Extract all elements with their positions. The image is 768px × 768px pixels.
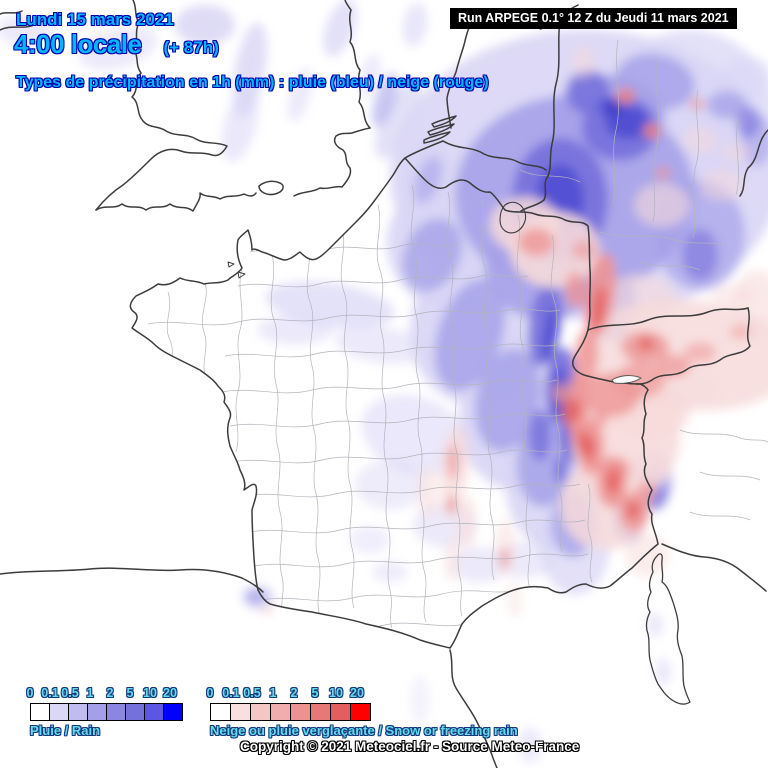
legend-swatch [350, 703, 371, 721]
legend-tick: 5 [311, 686, 319, 700]
legend-swatch [230, 703, 251, 721]
legend-tick: 10 [143, 686, 157, 700]
legend-tick: 1 [269, 686, 277, 700]
legend-tick: 2 [106, 686, 114, 700]
legend-swatch [270, 703, 291, 721]
legend-snow-scale: 0 0.1 0.5 1 2 5 10 20 Neige ou pluie verglaçant… [206, 686, 518, 738]
legend-tick: 2 [290, 686, 298, 700]
legend-swatch [87, 703, 107, 721]
legend-swatch [163, 703, 183, 721]
legend-swatch [250, 703, 271, 721]
legend-swatch [330, 703, 351, 721]
legend-swatch [290, 703, 311, 721]
foreign-admin-boundaries [519, 39, 768, 521]
legend-tick: 10 [329, 686, 343, 700]
legend-tick: 20 [350, 686, 364, 700]
lake-geneva [611, 375, 642, 384]
legend-swatch [68, 703, 88, 721]
run-info-bar: Run ARPEGE 0.1° 12 Z du Jeudi 11 mars 20… [450, 8, 737, 29]
legend-rain-ticks: 0 0.1 0.5 1 2 5 10 20 [26, 686, 183, 701]
legend-snow-label: Neige ou pluie verglaçante / Snow or fre… [210, 723, 518, 738]
legend-tick: 0.5 [243, 686, 261, 700]
legend-rain-scale: 0 0.1 0.5 1 2 5 10 20 Pluie / Rain [26, 686, 183, 738]
legend-rain-swatches [30, 703, 183, 721]
legend-tick: 5 [126, 686, 134, 700]
legend-tick: 0.1 [222, 686, 240, 700]
forecast-time-row: 4:00 locale (+ 87h) [14, 29, 219, 60]
forecast-hour-offset: (+ 87h) [163, 38, 219, 57]
map-subtitle: Types de précipitation en 1h (mm) : plui… [16, 74, 489, 91]
copyright-notice: Copyright © 2021 Meteociel.fr - Source M… [240, 739, 580, 754]
legend-swatch [310, 703, 331, 721]
forecast-local-time: 4:00 locale [14, 29, 142, 59]
legend-tick: 0.5 [61, 686, 79, 700]
legend-snow-ticks: 0 0.1 0.5 1 2 5 10 20 [206, 686, 518, 701]
legend-swatch [125, 703, 145, 721]
legend-tick: 0 [26, 686, 34, 700]
legend-swatch [106, 703, 126, 721]
legend-tick: 0.1 [41, 686, 59, 700]
legend-swatch [49, 703, 69, 721]
legend-swatch [210, 703, 231, 721]
department-boundaries [147, 184, 593, 630]
forecast-date: Lundi 15 mars 2021 [16, 10, 174, 29]
legend-snow-swatches [210, 703, 518, 721]
legend-tick: 0 [206, 686, 214, 700]
legend-swatch [30, 703, 50, 721]
legend-rain-label: Pluie / Rain [30, 723, 101, 738]
legend-swatch [144, 703, 164, 721]
legend-tick: 1 [86, 686, 94, 700]
legend-tick: 20 [163, 686, 177, 700]
